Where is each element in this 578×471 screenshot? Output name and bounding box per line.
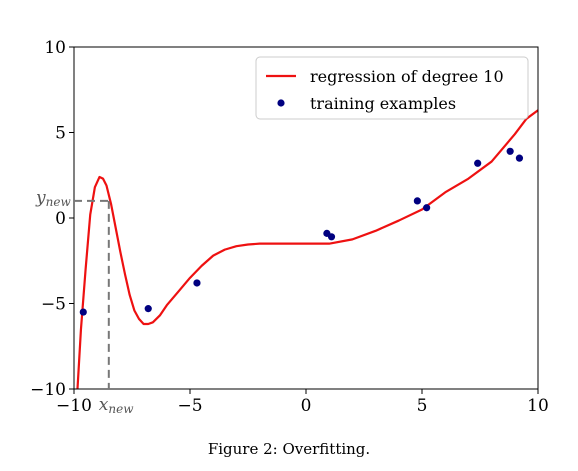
y-tick-label: 0 bbox=[55, 209, 66, 229]
training-point bbox=[506, 147, 514, 155]
x-tick-label: −10 bbox=[56, 396, 92, 416]
y-tick-label: 5 bbox=[55, 124, 66, 144]
legend-box bbox=[255, 56, 529, 120]
y-tick-label: −5 bbox=[41, 295, 66, 315]
x-new-label-sub: new bbox=[108, 402, 134, 416]
training-point bbox=[79, 308, 87, 316]
chart-figure: −10 −5 0 5 10 −10 −5 0 5 10 xnew ynew regression o… bbox=[30, 38, 549, 416]
x-new-label: xnew bbox=[99, 395, 134, 416]
figure-caption: Figure 2: Overfitting. bbox=[207, 440, 371, 458]
plot-area bbox=[73, 46, 539, 390]
training-point bbox=[413, 197, 421, 205]
training-point bbox=[327, 233, 336, 241]
axis-ticks: −10 −5 0 5 10 −10 −5 0 5 10 bbox=[30, 38, 549, 416]
x-tick-label: 0 bbox=[301, 396, 312, 416]
y-new-label: ynew bbox=[35, 188, 71, 209]
training-point bbox=[515, 154, 524, 162]
training-point bbox=[423, 204, 431, 212]
x-tick-label: 10 bbox=[527, 396, 549, 416]
y-new-label-sub: new bbox=[46, 195, 72, 209]
legend: regression of degree 10 training examples bbox=[255, 56, 529, 120]
legend-entry-label: training examples bbox=[310, 94, 456, 113]
legend-entry-label: regression of degree 10 bbox=[310, 67, 504, 86]
regression-curve bbox=[76, 109, 538, 389]
x-tick-label: 5 bbox=[417, 396, 428, 416]
y-tick-label: 10 bbox=[44, 38, 66, 58]
training-point bbox=[144, 305, 152, 313]
training-point bbox=[193, 279, 201, 287]
y-tick-label: −10 bbox=[30, 380, 66, 400]
training-point bbox=[474, 159, 482, 167]
legend-swatch-dot bbox=[277, 99, 285, 107]
x-tick-label: −5 bbox=[177, 396, 202, 416]
